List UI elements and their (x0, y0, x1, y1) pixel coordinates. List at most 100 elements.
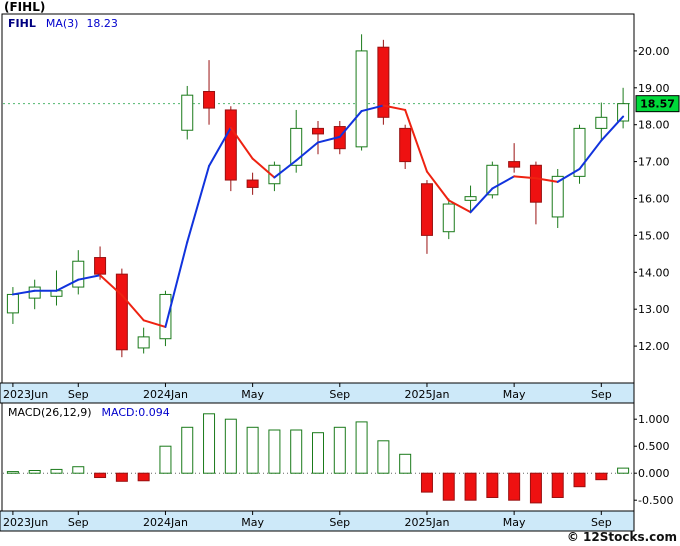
candle-body (6, 293, 19, 314)
date-tick-label: Sep (591, 516, 612, 529)
macd-bar (529, 472, 542, 504)
candle-body (529, 164, 542, 203)
macd-bar (486, 472, 499, 499)
candle-body (181, 94, 194, 131)
candle-body (573, 127, 586, 177)
macd-bar (464, 472, 477, 501)
candle-body (137, 336, 150, 349)
macd-bar (355, 421, 368, 474)
candle-body (595, 116, 608, 129)
macd-bar (246, 426, 259, 474)
candle-body (312, 127, 324, 135)
macd-bar (551, 472, 564, 499)
ma-line-segment (229, 126, 254, 160)
price-tick-label: 19.00 (638, 82, 670, 95)
candle-body (224, 109, 237, 181)
candle-body (268, 164, 281, 185)
date-tick-label: May (241, 388, 264, 401)
macd-tick-label: -0.500 (638, 494, 673, 507)
date-tick-label: Sep (591, 388, 612, 401)
macd-bar (137, 472, 150, 482)
candle-body (72, 260, 85, 288)
price-tick-label: 20.00 (638, 45, 670, 58)
macd-bar (203, 413, 216, 474)
ma-line-segment (447, 199, 472, 214)
candle-body (399, 127, 412, 163)
last-price-badge-label: 18.57 (640, 98, 675, 111)
candle-body (115, 273, 128, 351)
date-tick-label: 2025Jan (404, 388, 449, 401)
ma-line-segment (251, 157, 276, 179)
macd-bar (224, 418, 237, 474)
macd-bar (442, 472, 455, 501)
price-legend: FIHL MA(3) 18.23 (8, 17, 126, 30)
candle-body (94, 257, 107, 275)
macd-tick-label: 0.500 (638, 440, 670, 453)
ma-line-segment (99, 274, 123, 297)
candle-body (377, 46, 390, 118)
candle-body (508, 161, 521, 168)
candle-body (28, 286, 41, 299)
ma-line-segment (578, 139, 603, 170)
ma-line-segment (317, 135, 341, 144)
macd-bar (159, 445, 172, 474)
macd-bar (595, 472, 608, 481)
candle-body (355, 50, 368, 148)
symbol-label: FIHL (8, 17, 36, 30)
candle-body (464, 196, 477, 201)
ma-line-segment (208, 126, 232, 168)
ma-line-segment (534, 177, 559, 183)
ma-line-segment (360, 104, 385, 113)
price-tick-label: 16.00 (638, 193, 670, 206)
ma-value: 18.23 (86, 17, 118, 30)
date-tick-label: Sep (68, 388, 89, 401)
ma-line-segment (77, 274, 102, 281)
ma-line-segment (556, 167, 581, 183)
candle-body (290, 127, 303, 166)
date-tick-label: 2023Jun (3, 516, 48, 529)
date-tick-label: 2023Jun (3, 388, 48, 401)
macd-bar (181, 426, 194, 474)
candle-body (551, 175, 564, 218)
date-tick-label: May (503, 388, 526, 401)
date-tick-label: 2025Jan (404, 516, 449, 529)
macd-bar (377, 440, 390, 474)
candle-body (159, 293, 172, 340)
macd-bar (50, 468, 63, 474)
price-tick-label: 12.00 (638, 340, 670, 353)
candle-body (203, 90, 216, 109)
date-axis-band (0, 382, 635, 404)
macd-bar (268, 429, 281, 474)
candle-body (617, 103, 630, 122)
macd-bar (28, 470, 41, 474)
candle-body (486, 164, 499, 196)
ma-line-segment (513, 175, 537, 180)
macd-bar (94, 472, 107, 479)
watermark: © 12Stocks.com (566, 530, 677, 544)
last-price-badge (635, 95, 680, 113)
ma-line-segment (469, 187, 494, 214)
date-axis-band (0, 510, 635, 532)
date-tick-label: 2024Jan (143, 388, 188, 401)
date-tick-label: 2024Jan (143, 516, 188, 529)
macd-bar (573, 472, 586, 488)
ma-line-segment (600, 115, 625, 142)
macd-bar (420, 472, 433, 493)
macd-bar (72, 466, 85, 474)
macd-tick-label: 1.000 (638, 413, 670, 426)
macd-bar (312, 432, 324, 474)
price-tick-label: 18.00 (638, 119, 670, 132)
ma-line-segment (11, 289, 36, 296)
macd-bar (508, 472, 521, 501)
candle-body (420, 183, 433, 236)
price-tick-label: 13.00 (638, 303, 670, 316)
macd-bar (115, 472, 128, 482)
ma-line-segment (338, 110, 363, 138)
ma-line-segment (164, 241, 189, 328)
date-tick-label: Sep (329, 388, 350, 401)
macd-legend: MACD(26,12,9) MACD:0.094 (8, 406, 170, 419)
ma-line-segment (425, 170, 450, 202)
ma-line-segment (120, 294, 145, 322)
